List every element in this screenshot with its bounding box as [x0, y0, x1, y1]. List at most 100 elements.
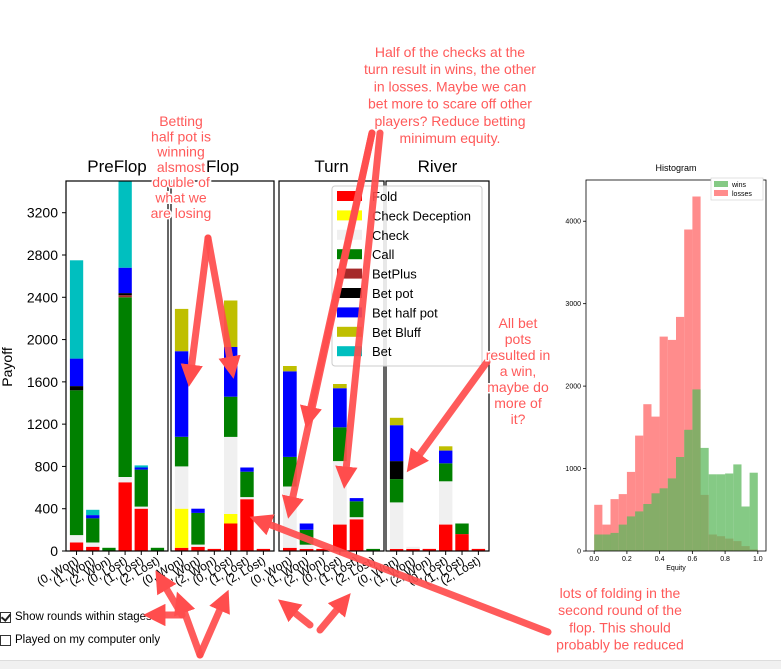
bar-segment-check — [134, 506, 148, 509]
hist-x-tick-label: 0.4 — [655, 556, 665, 563]
histogram-bar-wins — [733, 464, 742, 551]
show-rounds-checkbox[interactable] — [0, 611, 11, 623]
histogram-bar-wins — [651, 493, 660, 551]
panel-flop: Flop(0, Won)(1, Won)(2, Won)(0, Lost)(1,… — [139, 157, 275, 588]
bar-segment-bet-bluff — [283, 366, 297, 372]
bar-segment-check — [69, 535, 84, 543]
bar-segment-check-deception — [224, 514, 238, 524]
bar-segment-call — [118, 297, 132, 477]
bar-segment-fold — [349, 519, 364, 551]
legend-swatch-bet-bluff — [337, 326, 362, 337]
bar-segment-call — [455, 523, 469, 535]
histogram-bar-wins — [667, 478, 676, 551]
bar-segment-call — [86, 518, 100, 543]
bar-segment-check — [389, 502, 404, 549]
bar-segment-call — [134, 469, 148, 507]
bar-segment-bet-half-pot — [69, 358, 84, 387]
histogram-bar-losses — [692, 196, 701, 551]
histogram-bar-wins — [692, 389, 701, 551]
histogram-bar-wins — [610, 532, 619, 551]
bar-segment-call — [191, 512, 205, 545]
panel-frame — [65, 180, 169, 552]
legend-label-check-deception: Check Deception — [372, 208, 471, 223]
legend-swatch-bet-half-pot — [337, 307, 362, 318]
bar-segment-check — [191, 544, 205, 547]
histogram-bar-wins — [676, 457, 685, 551]
bar-segment-fold — [191, 546, 205, 551]
histogram-bar-losses — [659, 336, 668, 551]
bar-segment-fold — [134, 508, 148, 551]
histogram-bar-wins — [716, 474, 726, 551]
bar-segment-bet-bluff — [333, 384, 347, 389]
bar-segment-fold — [224, 523, 238, 551]
bar-segment-call — [102, 547, 116, 551]
hist-legend-swatch-wins — [714, 181, 728, 187]
histogram-bar-wins — [602, 534, 611, 551]
panel-title: Flop — [206, 157, 239, 176]
hist-y-tick-label: 1000 — [565, 466, 581, 473]
hist-y-tick-label: 3000 — [565, 301, 581, 308]
histogram-bar-losses — [626, 471, 636, 551]
bar-segment-check — [174, 466, 189, 509]
bar-segment-bet-half-pot — [134, 467, 148, 470]
bar-segment-bet-bluff — [389, 417, 404, 426]
legend-swatch-betplus — [337, 268, 362, 279]
histogram-legend: wins losses — [710, 177, 764, 201]
panel-frame — [170, 180, 275, 552]
hist-x-tick-label: 1.0 — [753, 556, 763, 563]
y-axis: 0 400 800 1200 1600 2000 2400 2800 3200 Payoff — [0, 205, 66, 559]
bar-segment-bet — [69, 260, 84, 359]
window-bottom-bar — [0, 660, 781, 669]
bar-segment-bet-pot — [389, 461, 404, 480]
y-axis-label: Payoff — [0, 347, 15, 387]
bar-segment-bet — [118, 181, 132, 268]
bar-segment-fold — [439, 524, 453, 551]
hist-x-tick-label: 0.0 — [589, 556, 599, 563]
histogram-bar-losses — [643, 404, 652, 551]
y-tick-label: 400 — [35, 501, 59, 517]
hist-y-tick-label: 4000 — [565, 219, 581, 226]
bar-segment-check — [283, 486, 297, 548]
histogram-bar-wins — [725, 473, 734, 551]
bar-segment-check — [118, 477, 132, 483]
y-tick-label: 1200 — [27, 416, 58, 432]
bar-segment-bet-half-pot — [333, 388, 347, 428]
histogram-bar-wins — [741, 506, 750, 551]
played-on-computer-checkbox-row[interactable]: Played on my computer only — [0, 634, 160, 646]
y-tick-label: 3200 — [27, 205, 58, 221]
bar-segment-check-deception — [174, 508, 189, 548]
bar-segment-check — [86, 542, 100, 547]
histogram-bar-losses — [610, 499, 619, 551]
histogram: Histogram 0.0 0.2 0.4 0.6 0.8 1.0 Equity 0 1000 20… — [565, 163, 767, 572]
histogram-bar-wins — [659, 488, 668, 551]
bar-segment-fold — [174, 547, 189, 551]
bar-segment-call — [349, 501, 364, 518]
bar-segment-call — [389, 479, 404, 503]
bar-segment-call — [150, 547, 165, 551]
bar-segment-bet-half-pot — [439, 450, 453, 464]
y-tick-label: 1600 — [27, 374, 58, 390]
histogram-bar-wins — [643, 504, 652, 551]
legend-swatch-bet — [337, 346, 362, 357]
histogram-bar-losses — [594, 504, 603, 551]
histogram-bar-losses — [684, 229, 693, 551]
bar-segment-call — [240, 471, 254, 498]
legend-label-bet-bluff: Bet Bluff — [372, 325, 421, 340]
show-rounds-checkbox-row[interactable]: Show rounds within stages — [0, 611, 152, 623]
bar-segment-bet-pot — [69, 386, 84, 391]
bar-segment-bet-bluff — [224, 300, 238, 347]
legend-label-fold: Fold — [372, 189, 397, 204]
bar-segment-fold — [118, 482, 132, 551]
bar-segment-call — [439, 463, 453, 482]
bar-segment-fold — [333, 524, 347, 551]
legend-swatch-fold — [337, 191, 362, 201]
bar-segment-bet-half-pot — [174, 351, 189, 437]
histogram-bar-wins — [684, 429, 693, 551]
panel-title: Turn — [314, 157, 348, 176]
bar-segment-betplus — [118, 295, 132, 298]
histogram-bar-wins — [700, 447, 709, 551]
played-on-computer-checkbox[interactable] — [0, 634, 11, 646]
bar-segment-call — [174, 436, 189, 467]
bar-segment-bet-half-pot — [299, 523, 314, 530]
bar-segment-fold — [455, 534, 469, 551]
